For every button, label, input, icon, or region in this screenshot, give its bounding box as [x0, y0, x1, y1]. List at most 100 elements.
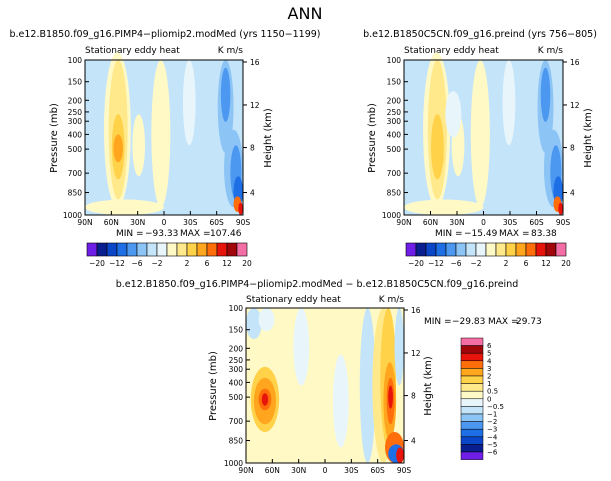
panel-2-subtitle-right: K m/s: [538, 46, 564, 56]
y-tick-label: 1000: [382, 211, 401, 220]
y-tick-label: 500: [387, 145, 402, 154]
y-tick-label: 300: [68, 117, 83, 126]
colorbar-tick-label: 12: [222, 259, 232, 268]
panel-2-x-ticks: 90N 60N 30N 0 30S 60S 90S: [396, 211, 570, 227]
panel-2-y2label: Height (km): [583, 108, 594, 168]
colorbar-tick-label: −2: [487, 418, 497, 426]
field-contour: [502, 60, 516, 146]
field-contour: [359, 308, 376, 463]
x-tick-label: 30N: [449, 218, 464, 227]
panel-2: b.e12.B1850C5CN.f09_g16.preind (yrs 756−…: [363, 29, 597, 239]
colorbar-tick-label: 3: [487, 365, 491, 373]
colorbar-cell: [460, 383, 484, 392]
panel-1-max-value: 107.46: [210, 229, 242, 239]
field-contour: [332, 354, 349, 448]
colorbar-cell: [455, 242, 467, 257]
panel-2-min-label: MIN =: [435, 229, 463, 239]
panel-1-title: b.e12.B1850.f09_g16.PIMP4−pliomip2.modMe…: [9, 29, 320, 40]
colorbar-cell: [106, 242, 118, 257]
field-contour: [445, 91, 462, 138]
colorbar-tick-label: −6: [487, 449, 498, 457]
colorbar-cell: [460, 390, 484, 400]
colorbar-tick-label: 2: [185, 259, 190, 268]
y2-tick-label: 12: [250, 101, 260, 110]
panel-2-title: b.e12.B1850C5CN.f09_g16.preind (yrs 756−…: [363, 29, 597, 40]
field-contour: [132, 114, 146, 177]
y-tick-label: 100: [229, 304, 244, 313]
colorbar-tick-label: 1: [487, 380, 491, 388]
panel-1-y2label: Height (km): [263, 108, 274, 168]
colorbar-cell: [156, 242, 168, 257]
colorbar-cell: [405, 242, 417, 257]
panel-1-min-value: −93.33: [145, 229, 178, 239]
colorbar-cell: [545, 242, 557, 257]
colorbar-3: [460, 337, 484, 460]
colorbar-cell: [525, 242, 537, 257]
colorbar-tick-label: −6: [131, 259, 142, 268]
field-contour: [293, 308, 310, 386]
panel-2-min-value: −15.49: [464, 229, 498, 239]
x-tick-label: 30S: [344, 466, 359, 475]
colorbar-cell: [196, 242, 208, 257]
colorbar-tick-label: 2: [487, 373, 491, 381]
colorbar-cell: [116, 242, 128, 257]
colorbar-cell: [415, 242, 427, 257]
colorbar-tick-label: 12: [541, 259, 551, 268]
y-tick-label: 200: [387, 96, 402, 105]
y-tick-label: 400: [387, 130, 402, 139]
x-tick-label: 90S: [236, 218, 251, 227]
field-contour: [394, 308, 405, 386]
x-tick-label: 0: [162, 218, 167, 227]
x-tick-label: 90N: [238, 466, 253, 475]
y-tick-label: 850: [229, 437, 244, 446]
colorbar-cell: [460, 413, 484, 422]
colorbar-tick-label: −1: [487, 411, 497, 419]
y-tick-label: 150: [229, 326, 244, 335]
y2-tick-label: 12: [411, 349, 421, 358]
x-tick-label: 30N: [130, 218, 145, 227]
colorbar-tick-label: 6: [487, 342, 492, 350]
panel-3-field: [246, 308, 405, 464]
colorbar-cell: [465, 242, 477, 257]
colorbar-cell: [126, 242, 138, 257]
colorbar-cell: [460, 398, 484, 407]
panel-1-field: [85, 52, 244, 215]
x-tick-label: 60N: [104, 218, 119, 227]
y2-tick-label: 8: [250, 144, 255, 153]
y2-tick-label: 16: [411, 306, 421, 315]
field-contour: [435, 145, 444, 169]
y2-tick-label: 8: [411, 392, 416, 401]
colorbar-cell: [236, 242, 248, 257]
x-tick-label: 90N: [77, 218, 92, 227]
y2-tick-label: 4: [411, 437, 416, 446]
panel-3-min-label: MIN =: [424, 317, 452, 327]
panel-3-title: b.e12.B1850.f09_g16.PIMP4−pliomip2.modMe…: [116, 279, 519, 290]
colorbar-cell: [460, 444, 484, 453]
colorbar-cell: [475, 242, 487, 257]
field-contour: [238, 202, 244, 215]
panel-2-max-value: 83.38: [531, 229, 557, 239]
x-tick-label: 30S: [503, 218, 518, 227]
colorbar-cell: [485, 242, 497, 257]
x-tick-label: 60N: [423, 218, 438, 227]
field-contour: [431, 114, 444, 180]
panel-1: b.e12.B1850.f09_g16.PIMP4−pliomip2.modMe…: [9, 29, 320, 239]
field-contour: [113, 134, 123, 163]
panel-1-ylabel: Pressure (mb): [49, 103, 60, 173]
colorbar-tick-label: 2: [504, 259, 509, 268]
colorbar-cell: [86, 242, 98, 257]
colorbar-tick-label: −3: [487, 426, 497, 434]
colorbar-cell: [226, 242, 238, 257]
panel-2-field: [404, 52, 564, 215]
panel-3-y2label: Height (km): [423, 356, 434, 416]
field-contour: [246, 308, 262, 339]
field-contour: [151, 60, 171, 208]
panel-2-subtitle-left: Stationary eddy heat: [404, 46, 499, 56]
field-contour: [396, 447, 404, 463]
colorbar-tick-label: 20: [242, 259, 252, 268]
colorbar-cell: [460, 428, 484, 438]
colorbar-tick-label: 5: [487, 350, 491, 358]
